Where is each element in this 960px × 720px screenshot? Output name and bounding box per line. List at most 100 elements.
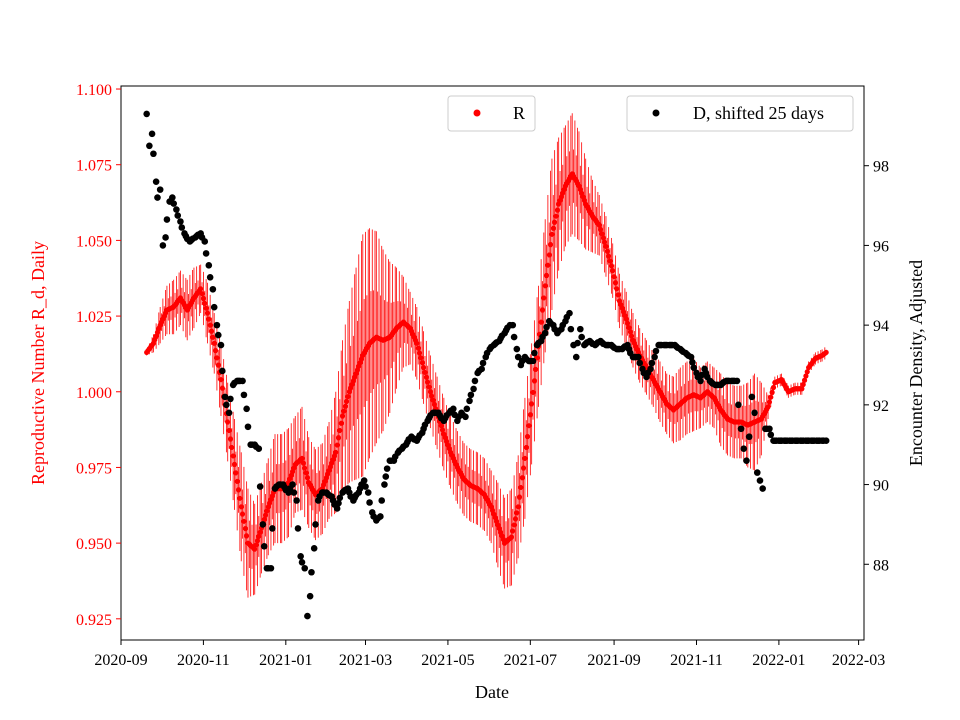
left-tick-label: 0.975	[76, 460, 112, 477]
r-point	[529, 401, 535, 407]
d-point	[470, 385, 477, 393]
r-point	[526, 423, 532, 429]
x-tick-label: 2022-01	[752, 652, 805, 669]
x-tick-label: 2022-03	[832, 652, 885, 669]
left-tick-label: 0.925	[76, 612, 112, 629]
r-point	[242, 525, 248, 532]
r-point	[769, 389, 775, 395]
right-tick-label: 94	[873, 318, 889, 335]
x-tick-label: 2021-07	[504, 652, 557, 669]
r-point	[627, 329, 633, 335]
d-point	[298, 558, 306, 566]
left-tick-label: 1.025	[76, 309, 112, 326]
r-point	[304, 475, 311, 481]
r-point	[199, 291, 205, 297]
d-point	[360, 477, 368, 484]
d-point	[478, 365, 485, 373]
r-point	[525, 433, 531, 440]
x-tick-label: 2021-01	[259, 652, 312, 669]
x-tick-label: 2021-05	[421, 652, 474, 669]
r-point	[519, 475, 525, 481]
d-point	[471, 377, 479, 385]
d-point	[381, 481, 388, 488]
r-point	[600, 235, 606, 241]
legend-d-box	[626, 95, 854, 132]
r-point	[599, 231, 605, 237]
r-point	[596, 222, 602, 228]
r-point	[606, 253, 612, 259]
d-point	[336, 494, 344, 502]
r-point	[257, 529, 263, 535]
legend-d-label: D, shifted 25 days	[693, 103, 824, 123]
r-point	[414, 340, 420, 346]
r-point	[207, 322, 213, 328]
r-point	[227, 436, 234, 442]
d-point	[378, 497, 386, 504]
d-point	[647, 365, 654, 373]
r-point	[415, 345, 421, 351]
left-tick-label: 1.000	[76, 385, 112, 402]
d-point	[648, 359, 656, 367]
r-point	[418, 355, 424, 361]
legend-r: R	[447, 95, 536, 132]
d-point	[467, 391, 475, 399]
legend-r-label: R	[513, 103, 525, 123]
r-point	[208, 328, 215, 334]
r-point	[337, 427, 343, 434]
r-point	[765, 404, 771, 410]
r-point	[334, 442, 340, 448]
d-point	[219, 367, 226, 375]
d-point	[697, 377, 704, 385]
d-point	[202, 250, 210, 257]
d-point	[156, 186, 164, 193]
r-point	[214, 355, 220, 361]
right-tick-label: 92	[873, 398, 889, 415]
r-point	[614, 286, 620, 292]
d-point	[690, 364, 698, 371]
d-point	[289, 481, 296, 488]
r-point	[218, 377, 224, 383]
r-point	[511, 522, 517, 528]
r-point	[602, 239, 608, 245]
r-point	[597, 226, 604, 233]
r-point	[615, 292, 621, 298]
d-point	[462, 413, 469, 421]
d-point	[209, 285, 217, 293]
d-point	[150, 150, 157, 158]
r-point	[426, 384, 432, 390]
d-point	[366, 499, 373, 506]
r-point	[206, 316, 212, 322]
d-point	[689, 359, 696, 366]
r-point	[554, 207, 560, 213]
r-point	[262, 512, 269, 518]
r-point	[510, 528, 516, 534]
d-point	[308, 568, 315, 576]
r-point	[422, 369, 428, 375]
r-point	[244, 533, 250, 539]
r-point	[342, 403, 348, 409]
d-point	[301, 564, 309, 572]
d-point	[687, 353, 695, 361]
r-series-points	[144, 171, 829, 552]
r-point	[341, 408, 347, 414]
r-point	[226, 427, 232, 434]
right-tick-label: 98	[873, 159, 889, 176]
r-point	[419, 360, 425, 366]
d-point	[753, 469, 761, 476]
d-point	[567, 325, 575, 333]
d-point	[223, 401, 230, 409]
d-point	[566, 309, 573, 317]
right-tick-label: 96	[873, 238, 889, 255]
left-tick-label: 1.075	[76, 158, 112, 175]
d-point	[267, 564, 275, 572]
d-point	[651, 353, 658, 361]
right-axis-ticks: 88 90 92 94 96 98	[864, 159, 889, 574]
r-point	[200, 295, 207, 302]
d-point	[510, 333, 518, 341]
r-point	[624, 320, 631, 326]
d-point	[578, 333, 585, 341]
d-point	[541, 329, 549, 337]
d-point	[260, 543, 268, 550]
d-point	[169, 194, 176, 201]
